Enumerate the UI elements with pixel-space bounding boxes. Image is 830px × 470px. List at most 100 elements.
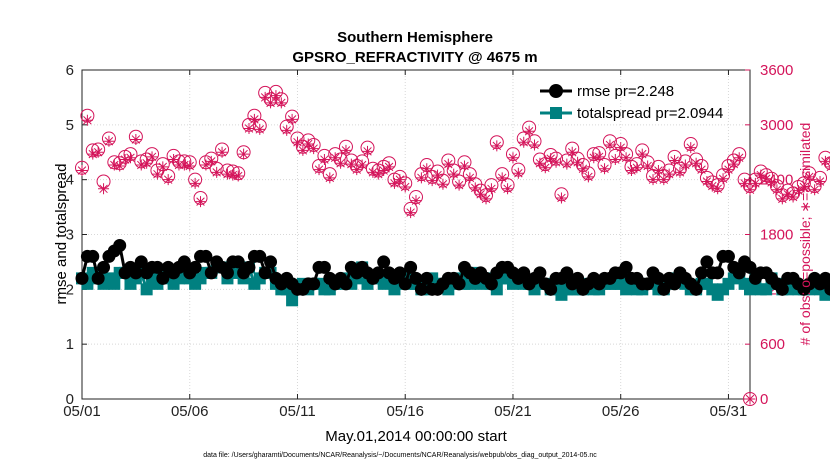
- assimilated-obs-point: [712, 183, 724, 195]
- assimilated-obs-point: [674, 166, 686, 178]
- assimilated-obs-point: [200, 159, 212, 171]
- assimilated-obs-point: [814, 175, 826, 187]
- assimilated-obs-point: [658, 174, 670, 186]
- rmse-point: [414, 282, 428, 296]
- assimilated-obs-point: [577, 163, 589, 175]
- rmse-point: [689, 282, 703, 296]
- assimilated-obs-point: [599, 163, 611, 175]
- x-tick-label: 05/01: [63, 403, 101, 420]
- y2-tick-label: 600: [760, 336, 785, 353]
- assimilated-obs-point: [297, 144, 309, 156]
- rmse-point: [818, 271, 830, 285]
- assimilated-obs-point: [609, 154, 621, 166]
- assimilated-obs-point: [545, 153, 557, 165]
- assimilated-obs-point: [615, 142, 627, 154]
- assimilated-obs-point: [485, 183, 497, 195]
- assimilated-obs-point: [771, 184, 783, 196]
- assimilated-obs-point: [351, 164, 363, 176]
- assimilated-obs-point: [232, 170, 244, 182]
- assimilated-obs-point: [399, 181, 411, 193]
- assimilated-obs-point: [324, 172, 336, 184]
- assimilated-obs-point: [308, 143, 320, 155]
- assimilated-obs-point: [189, 177, 201, 189]
- rmse-point: [398, 277, 412, 291]
- rmse-point: [134, 255, 148, 269]
- assimilated-obs-point: [275, 97, 287, 109]
- assimilated-obs-point: [265, 97, 277, 109]
- assimilated-obs-point: [502, 183, 514, 195]
- rmse-point: [371, 266, 385, 280]
- rmse-point: [700, 255, 714, 269]
- assimilated-obs-point: [254, 123, 266, 135]
- assimilated-obs-point: [706, 180, 718, 192]
- y2-tick-label: 3000: [760, 117, 793, 134]
- assimilated-obs-point: [728, 158, 740, 170]
- assimilated-obs-point: [227, 169, 239, 181]
- assimilated-obs-point: [135, 159, 147, 171]
- assimilated-obs-point: [405, 207, 417, 219]
- assimilated-obs-point: [367, 166, 379, 178]
- assimilated-obs-point: [717, 173, 729, 185]
- assimilated-obs-point: [81, 114, 93, 126]
- assimilated-obs-point: [238, 148, 250, 160]
- rmse-point: [484, 277, 498, 291]
- rmse-point: [199, 249, 213, 263]
- y2-axis-label: # of obs: o=possible; ∗=assimilated: [797, 123, 813, 346]
- assimilated-obs-point: [437, 178, 449, 190]
- assimilated-obs-series: [76, 90, 830, 219]
- assimilated-obs-point: [168, 154, 180, 166]
- x-tick-label: 05/21: [494, 403, 532, 420]
- assimilated-obs-point: [410, 195, 422, 207]
- rmse-point: [156, 271, 170, 285]
- assimilated-obs-point: [604, 139, 616, 151]
- assimilated-obs-point: [755, 169, 767, 181]
- assimilated-obs-point: [782, 188, 794, 200]
- assimilated-obs-point: [475, 188, 487, 200]
- assimilated-obs-point: [733, 152, 745, 164]
- assimilated-obs-point: [114, 160, 126, 172]
- assimilated-obs-point: [636, 148, 648, 160]
- chart-title: Southern Hemisphere: [337, 29, 493, 46]
- assimilated-obs-point: [178, 159, 190, 171]
- assimilated-obs-point: [669, 154, 681, 166]
- rmse-point: [177, 255, 191, 269]
- rmse-point: [560, 266, 574, 280]
- rmse-point: [641, 277, 655, 291]
- rmse-series: [75, 238, 830, 296]
- totalspread-point: [744, 283, 756, 296]
- assimilated-obs-point: [378, 165, 390, 177]
- assimilated-obs-point: [529, 139, 541, 151]
- assimilated-obs-point: [286, 113, 298, 125]
- rmse-point: [258, 266, 272, 280]
- assimilated-obs-point: [787, 191, 799, 203]
- assimilated-obs-point: [270, 90, 282, 102]
- rmse-point: [824, 282, 830, 296]
- y-tick-label: 3: [66, 227, 74, 244]
- rmse-point: [307, 277, 321, 291]
- totalspread-point: [286, 294, 299, 307]
- assimilated-obs-point: [291, 136, 303, 148]
- footnote: data file: /Users/gharamti/Documents/NCA…: [203, 452, 597, 459]
- y-tick-label: 1: [66, 336, 74, 353]
- assimilated-obs-point: [340, 144, 352, 156]
- assimilated-obs-point: [701, 175, 713, 187]
- assimilated-obs-point: [679, 159, 691, 171]
- assimilated-obs-point: [195, 196, 207, 208]
- assimilated-obs-point: [146, 151, 158, 163]
- x-tick-label: 05/06: [171, 403, 209, 420]
- rmse-point: [571, 271, 585, 285]
- assimilated-obs-point: [157, 161, 169, 173]
- assimilated-obs-point: [243, 122, 255, 134]
- assimilated-obs-point: [98, 183, 110, 195]
- assimilated-obs-point: [248, 113, 260, 125]
- assimilated-obs-point: [722, 164, 734, 176]
- rmse-point: [91, 271, 105, 285]
- assimilated-obs-point: [588, 152, 600, 164]
- assimilated-obs-point: [103, 135, 115, 147]
- assimilated-obs-point: [453, 179, 465, 191]
- assimilated-obs-point: [383, 161, 395, 173]
- assimilated-obs-point: [749, 177, 761, 189]
- rmse-point: [150, 260, 164, 274]
- assimilated-obs-point: [539, 162, 551, 174]
